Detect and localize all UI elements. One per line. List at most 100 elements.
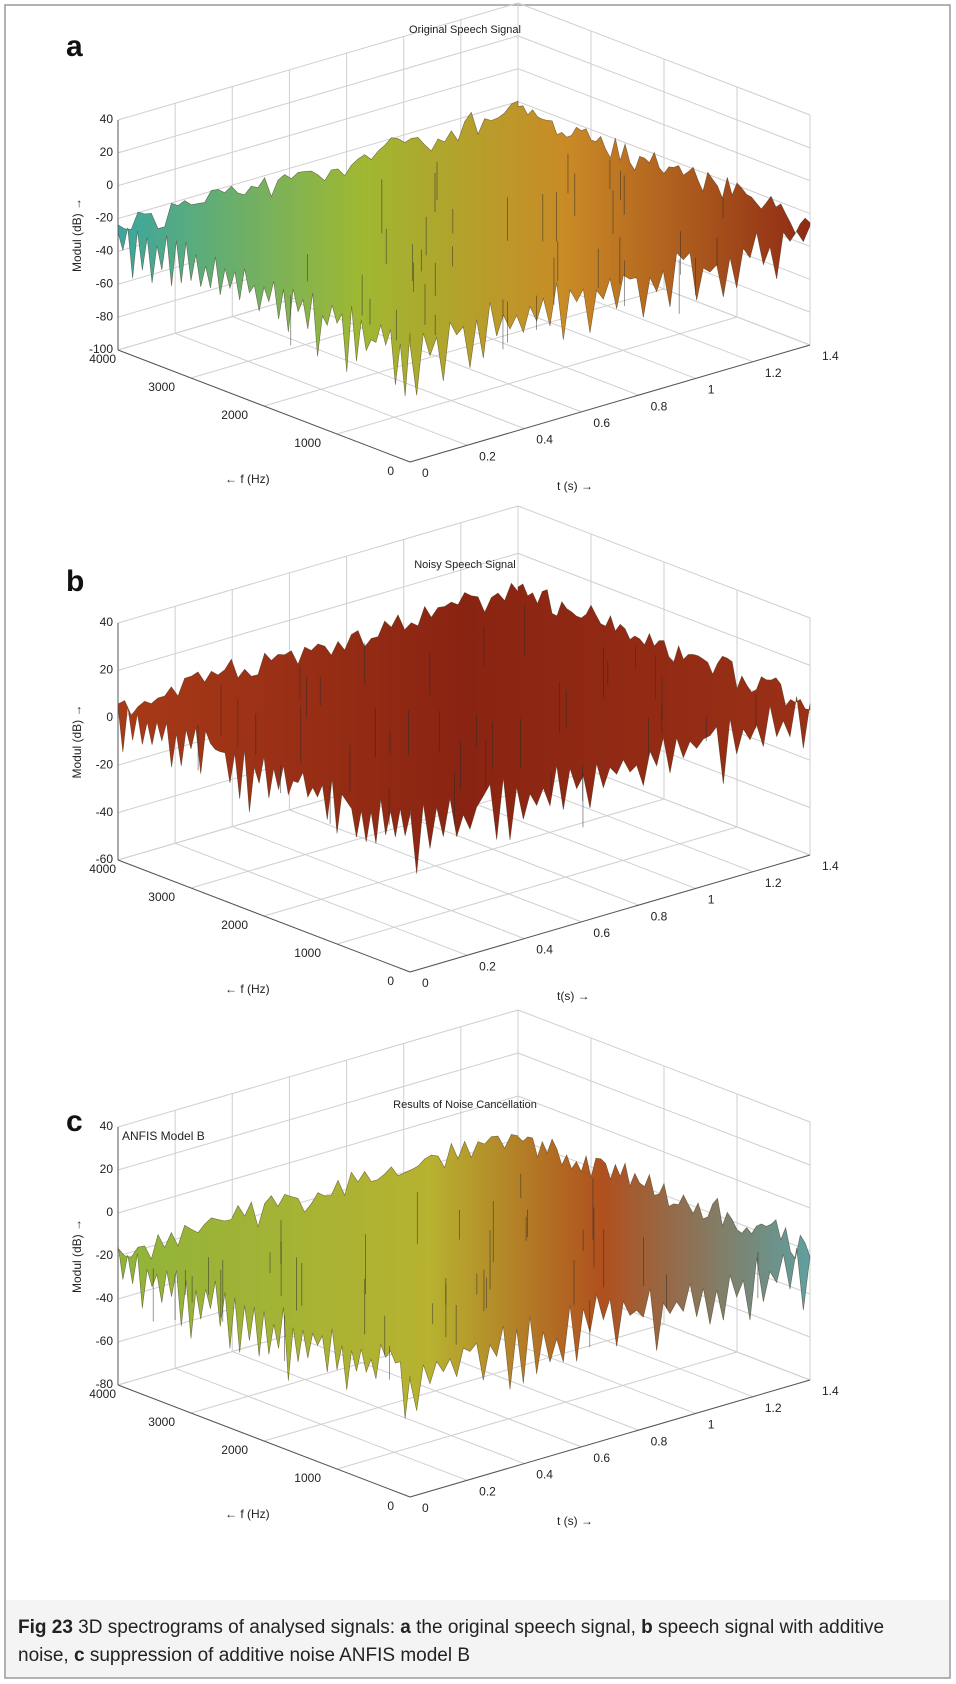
t-tick-label: 0	[422, 976, 429, 990]
f-tick-label: 0	[387, 974, 394, 988]
caption-text: suppression of additive noise ANFIS mode…	[84, 1645, 471, 1666]
t-tick-label: 0.4	[536, 943, 553, 957]
z-tick-label: -100	[89, 342, 113, 356]
f-tick-label: 3000	[148, 380, 175, 394]
floor-grid-line	[289, 809, 582, 923]
t-tick-label: 0.6	[593, 926, 610, 940]
t-tick-label: 1.4	[822, 1384, 839, 1398]
caption-text: 3D spectrograms of analysed signals:	[72, 1617, 401, 1638]
surface	[117, 1134, 811, 1419]
floor-grid-line	[174, 1367, 468, 1481]
caption-text: b	[641, 1617, 653, 1638]
wall-grid-line	[117, 505, 519, 624]
z-axis-label: Modul (dB) →	[70, 704, 84, 778]
f-tick-label: 1000	[294, 1471, 321, 1485]
floor-grid-line	[263, 1323, 665, 1442]
wall-grid-line	[517, 1052, 811, 1166]
z-tick-label: 0	[106, 1205, 113, 1219]
floor-grid-line	[336, 316, 738, 435]
z-tick-label: 0	[106, 178, 113, 192]
t-axis-label: t (s) →	[557, 1514, 593, 1528]
t-tick-label: 1.2	[765, 1401, 782, 1415]
wall-grid-line	[517, 101, 811, 215]
floor-grid-line	[232, 826, 525, 940]
z-tick-label: -40	[96, 1291, 114, 1305]
f-tick-label: 4000	[89, 862, 116, 876]
z-tick-label: -40	[96, 805, 114, 819]
wall-grid-line	[117, 68, 519, 187]
panel-label: a	[66, 30, 83, 63]
t-axis	[409, 1379, 811, 1498]
f-axis	[117, 349, 411, 463]
t-tick-label: 1	[708, 1418, 715, 1432]
wall-grid-line	[517, 1009, 811, 1123]
z-tick-label: -60	[96, 852, 114, 866]
caption-text: c	[73, 1645, 85, 1666]
z-tick-label: -80	[96, 309, 114, 323]
panel-label: c	[66, 1105, 83, 1138]
f-tick-label: 0	[387, 464, 394, 478]
surface	[117, 100, 811, 397]
floor-grid-line	[263, 288, 665, 407]
f-axis-label: ← f (Hz)	[225, 1507, 270, 1521]
f-tick-label: 0	[387, 1499, 394, 1513]
z-tick-label: -60	[96, 276, 114, 290]
wall-grid-line	[517, 68, 811, 182]
panel-title: Results of Noise Cancellation	[393, 1099, 537, 1111]
z-tick-label: -40	[96, 244, 114, 258]
z-axis-label: Modul (dB) →	[70, 1219, 84, 1293]
wall-grid-line	[117, 1095, 519, 1214]
wall-grid-line	[517, 505, 811, 619]
t-tick-label: 1.4	[822, 349, 839, 363]
t-tick-label: 0.6	[593, 416, 610, 430]
t-axis-label: t (s) →	[557, 479, 593, 493]
f-axis	[117, 1384, 411, 1498]
z-tick-label: 40	[100, 615, 114, 629]
t-tick-label: 1.4	[822, 859, 839, 873]
f-tick-label: 2000	[221, 1443, 248, 1457]
t-tick-label: 0	[422, 466, 429, 480]
f-tick-label: 2000	[221, 918, 248, 932]
wall-grid-line	[517, 1095, 811, 1209]
wall-grid-line	[517, 2, 811, 116]
t-tick-label: 0.8	[651, 1434, 668, 1448]
wall-grid-line	[117, 552, 519, 671]
z-tick-label: -60	[96, 1334, 114, 1348]
f-tick-label: 1000	[294, 946, 321, 960]
f-tick-label: 2000	[221, 408, 248, 422]
t-axis	[409, 344, 811, 463]
z-tick-label: 0	[106, 710, 113, 724]
z-axis-label: Modul (dB) →	[70, 198, 84, 272]
f-axis	[117, 859, 411, 973]
t-tick-label: 1	[708, 383, 715, 397]
surface	[117, 582, 811, 874]
f-tick-label: 4000	[89, 352, 116, 366]
floor-grid-line	[174, 842, 468, 956]
wall-grid-line	[517, 35, 811, 149]
floor-grid-line	[232, 1351, 525, 1465]
panel-label: b	[66, 565, 84, 598]
t-tick-label: 0.2	[479, 1484, 496, 1498]
panel-title: Noisy Speech Signal	[414, 559, 516, 571]
t-tick-label: 0.4	[536, 1468, 553, 1482]
z-tick-label: 20	[100, 145, 114, 159]
caption-text: Fig 23	[18, 1617, 73, 1638]
f-axis-label: ← f (Hz)	[225, 472, 270, 486]
annotation: ANFIS Model B	[122, 1129, 205, 1143]
z-tick-label: -80	[96, 1377, 114, 1391]
z-tick-label: -20	[96, 1248, 114, 1262]
floor-grid-line	[263, 798, 665, 917]
t-tick-label: 1	[708, 893, 715, 907]
t-axis-label: t(s) →	[557, 989, 590, 1003]
panel-title: Original Speech Signal	[409, 24, 521, 36]
f-tick-label: 3000	[148, 890, 175, 904]
z-tick-label: 40	[100, 112, 114, 126]
caption-text: a	[400, 1617, 411, 1638]
wall-grid-line	[117, 101, 519, 220]
f-axis-label: ← f (Hz)	[225, 982, 270, 996]
t-tick-label: 0.8	[651, 399, 668, 413]
floor-grid-line	[336, 1351, 738, 1470]
wall-grid-line	[117, 1052, 519, 1171]
